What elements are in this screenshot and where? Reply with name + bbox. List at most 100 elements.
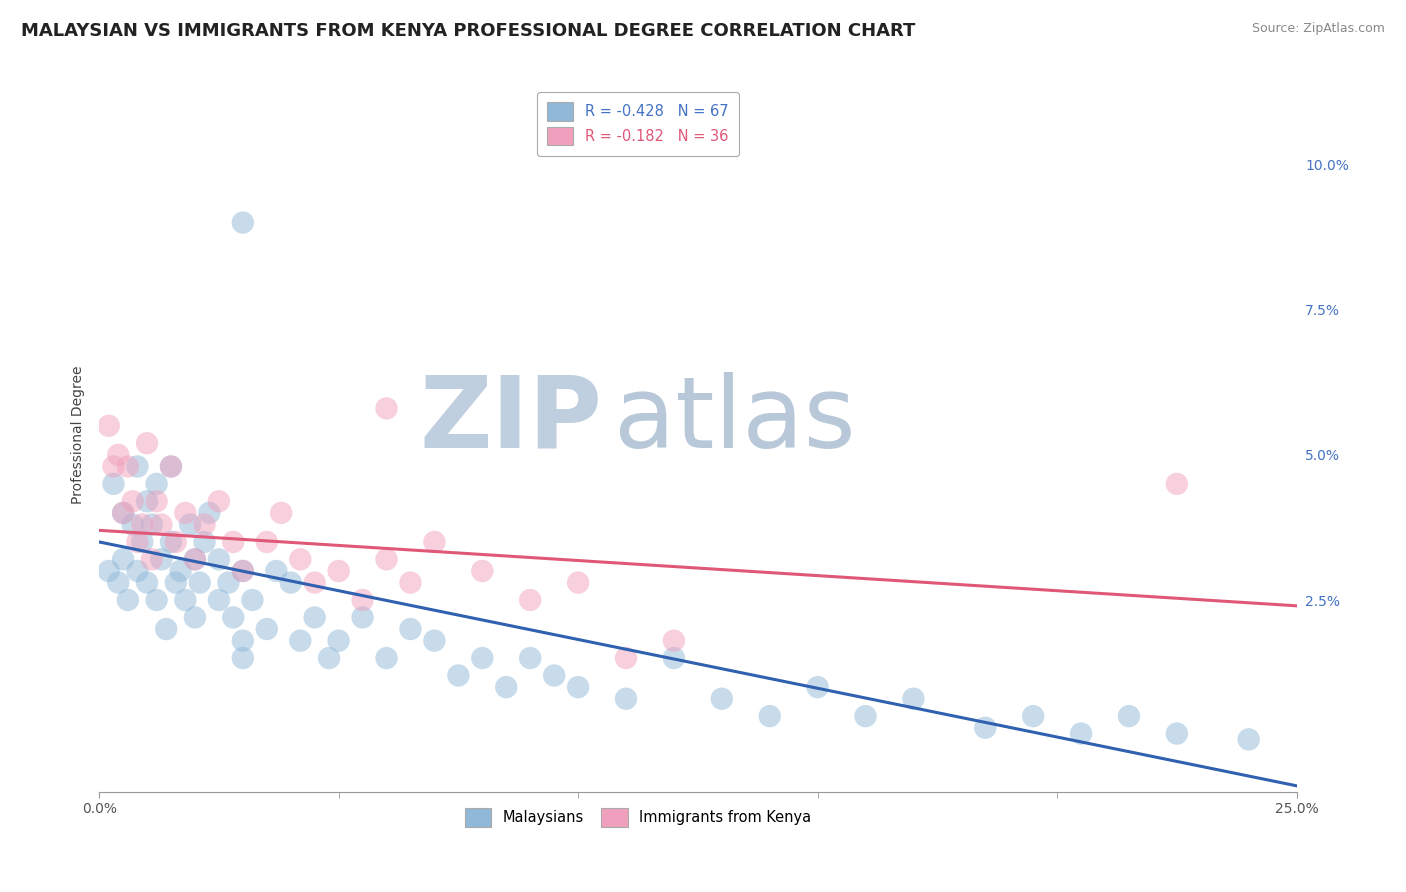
Point bbox=[217, 575, 239, 590]
Point bbox=[242, 593, 264, 607]
Point bbox=[328, 633, 350, 648]
Point bbox=[423, 535, 446, 549]
Point bbox=[165, 535, 187, 549]
Point bbox=[193, 535, 215, 549]
Point bbox=[208, 494, 231, 508]
Point bbox=[121, 517, 143, 532]
Point bbox=[107, 448, 129, 462]
Point bbox=[97, 418, 120, 433]
Point bbox=[112, 506, 135, 520]
Point bbox=[375, 651, 398, 665]
Point bbox=[103, 459, 125, 474]
Point bbox=[328, 564, 350, 578]
Point bbox=[232, 216, 254, 230]
Point bbox=[145, 476, 167, 491]
Point bbox=[136, 436, 159, 450]
Point bbox=[188, 575, 211, 590]
Point bbox=[266, 564, 288, 578]
Point bbox=[145, 593, 167, 607]
Point bbox=[160, 459, 183, 474]
Point bbox=[169, 564, 191, 578]
Point bbox=[280, 575, 302, 590]
Point bbox=[97, 564, 120, 578]
Point bbox=[232, 651, 254, 665]
Point bbox=[471, 564, 494, 578]
Point bbox=[519, 593, 541, 607]
Point bbox=[256, 622, 278, 636]
Point bbox=[232, 564, 254, 578]
Point bbox=[160, 459, 183, 474]
Point bbox=[131, 517, 153, 532]
Y-axis label: Professional Degree: Professional Degree bbox=[72, 366, 86, 504]
Point bbox=[136, 494, 159, 508]
Point bbox=[174, 593, 197, 607]
Point bbox=[174, 506, 197, 520]
Point bbox=[855, 709, 877, 723]
Point bbox=[150, 517, 173, 532]
Point bbox=[304, 575, 326, 590]
Point bbox=[1118, 709, 1140, 723]
Point bbox=[256, 535, 278, 549]
Point bbox=[208, 593, 231, 607]
Point bbox=[160, 535, 183, 549]
Point bbox=[399, 622, 422, 636]
Point bbox=[290, 552, 312, 566]
Point bbox=[662, 633, 685, 648]
Point bbox=[290, 633, 312, 648]
Point bbox=[495, 680, 517, 694]
Point bbox=[117, 459, 139, 474]
Point bbox=[184, 610, 207, 624]
Text: ZIP: ZIP bbox=[419, 372, 602, 468]
Point bbox=[184, 552, 207, 566]
Point bbox=[208, 552, 231, 566]
Point bbox=[117, 593, 139, 607]
Point bbox=[232, 633, 254, 648]
Point bbox=[1070, 726, 1092, 740]
Text: MALAYSIAN VS IMMIGRANTS FROM KENYA PROFESSIONAL DEGREE CORRELATION CHART: MALAYSIAN VS IMMIGRANTS FROM KENYA PROFE… bbox=[21, 22, 915, 40]
Point bbox=[1022, 709, 1045, 723]
Point bbox=[758, 709, 780, 723]
Point bbox=[352, 593, 374, 607]
Point bbox=[150, 552, 173, 566]
Point bbox=[543, 668, 565, 682]
Point bbox=[270, 506, 292, 520]
Point bbox=[567, 680, 589, 694]
Point bbox=[141, 517, 163, 532]
Point bbox=[447, 668, 470, 682]
Point bbox=[193, 517, 215, 532]
Point bbox=[423, 633, 446, 648]
Point bbox=[399, 575, 422, 590]
Point bbox=[103, 476, 125, 491]
Point bbox=[112, 552, 135, 566]
Point bbox=[179, 517, 201, 532]
Point bbox=[304, 610, 326, 624]
Point bbox=[710, 691, 733, 706]
Text: atlas: atlas bbox=[614, 372, 856, 468]
Point bbox=[567, 575, 589, 590]
Point bbox=[121, 494, 143, 508]
Point bbox=[1166, 476, 1188, 491]
Point bbox=[807, 680, 830, 694]
Point bbox=[145, 494, 167, 508]
Point bbox=[141, 552, 163, 566]
Point bbox=[107, 575, 129, 590]
Point bbox=[903, 691, 925, 706]
Point bbox=[198, 506, 221, 520]
Point bbox=[662, 651, 685, 665]
Point bbox=[471, 651, 494, 665]
Point bbox=[974, 721, 997, 735]
Point bbox=[318, 651, 340, 665]
Point bbox=[155, 622, 177, 636]
Point bbox=[352, 610, 374, 624]
Text: Source: ZipAtlas.com: Source: ZipAtlas.com bbox=[1251, 22, 1385, 36]
Point bbox=[222, 610, 245, 624]
Legend: Malaysians, Immigrants from Kenya: Malaysians, Immigrants from Kenya bbox=[457, 801, 818, 834]
Point bbox=[127, 459, 149, 474]
Point bbox=[375, 401, 398, 416]
Point bbox=[131, 535, 153, 549]
Point bbox=[184, 552, 207, 566]
Point bbox=[375, 552, 398, 566]
Point bbox=[232, 564, 254, 578]
Point bbox=[136, 575, 159, 590]
Point bbox=[1166, 726, 1188, 740]
